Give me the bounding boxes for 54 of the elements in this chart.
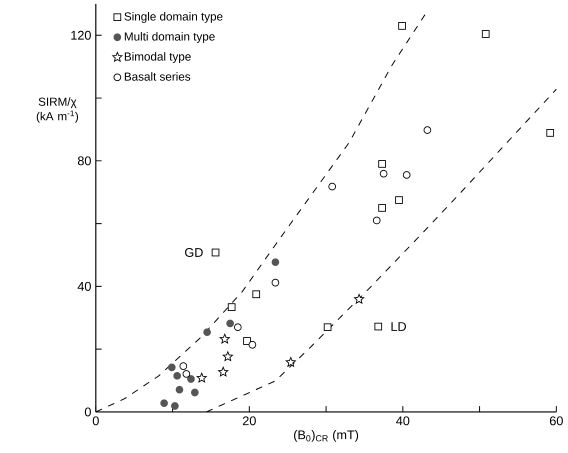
point bbox=[546, 129, 554, 137]
point bbox=[173, 372, 182, 380]
point bbox=[372, 216, 381, 224]
point bbox=[378, 204, 386, 212]
point bbox=[354, 294, 364, 304]
point bbox=[243, 337, 251, 345]
point bbox=[187, 375, 195, 383]
point bbox=[218, 366, 228, 377]
point bbox=[402, 171, 410, 179]
point bbox=[168, 364, 176, 372]
x-tick-label: 0 bbox=[92, 416, 99, 426]
x-tick-label: 40 bbox=[396, 416, 410, 426]
point bbox=[328, 182, 336, 191]
point bbox=[248, 341, 256, 349]
point bbox=[324, 323, 332, 332]
point bbox=[196, 372, 207, 383]
point bbox=[374, 322, 382, 331]
point bbox=[482, 30, 490, 38]
y-tick-label: 120 bbox=[71, 30, 91, 40]
x-tick-label: 60 bbox=[550, 416, 563, 426]
point bbox=[252, 290, 260, 298]
point bbox=[160, 399, 168, 408]
point bbox=[395, 196, 403, 204]
legend-label: Single domain type bbox=[124, 12, 223, 24]
legend-label: Multi domain type bbox=[124, 32, 215, 44]
point bbox=[234, 323, 242, 332]
point bbox=[226, 320, 234, 328]
point bbox=[424, 126, 432, 134]
annotation: LD bbox=[391, 322, 406, 332]
point bbox=[222, 352, 233, 362]
x-axis-title: (B$_{0}$)$_{CR}$ (mT) bbox=[294, 430, 358, 442]
point bbox=[378, 160, 386, 168]
legend-label: Bimodal type bbox=[124, 52, 191, 64]
point bbox=[176, 386, 184, 394]
point bbox=[398, 22, 406, 30]
point bbox=[220, 334, 230, 344]
point bbox=[190, 388, 199, 396]
y-tick-label: 80 bbox=[78, 156, 91, 166]
y-axis-title: SIRM/χ (kA m$^{-1}$) bbox=[36, 97, 78, 123]
point bbox=[179, 362, 188, 370]
annotation: GD bbox=[185, 248, 203, 258]
y-tick-label: 40 bbox=[78, 282, 91, 291]
point bbox=[228, 303, 236, 312]
point bbox=[380, 170, 388, 178]
legend-label: Basalt series bbox=[124, 72, 190, 81]
point bbox=[272, 258, 280, 266]
x-tick-label: 20 bbox=[242, 416, 256, 426]
point bbox=[182, 370, 190, 378]
y-tick-label: 0 bbox=[84, 408, 91, 417]
point bbox=[272, 278, 280, 287]
point bbox=[171, 402, 179, 410]
point bbox=[203, 328, 211, 336]
point bbox=[212, 248, 220, 256]
point bbox=[286, 357, 296, 367]
